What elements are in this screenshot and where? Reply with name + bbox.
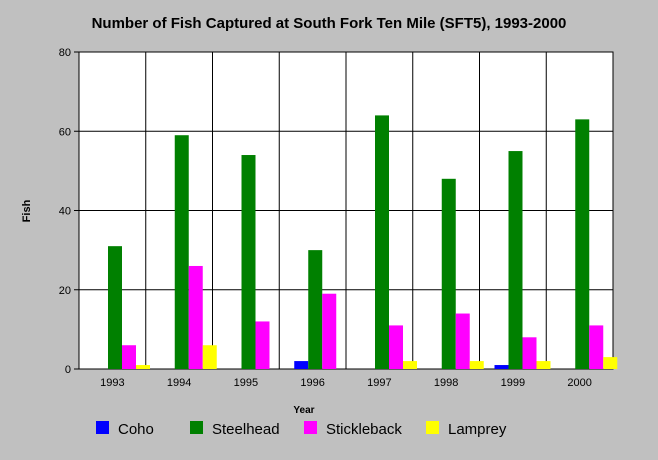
y-tick-label: 20 [59, 285, 71, 297]
legend-swatch-stickleback [304, 421, 317, 434]
legend-label-stickleback: Stickleback [326, 421, 402, 438]
legend-label-coho: Coho [118, 421, 154, 438]
x-axis-label: Year [293, 405, 314, 416]
bar-lamprey-2000 [603, 357, 618, 369]
bar-stickleback-1997 [389, 325, 403, 369]
bar-steelhead-1995 [241, 155, 256, 369]
bars [108, 115, 618, 370]
bar-steelhead-2000 [575, 119, 590, 369]
bar-steelhead-1999 [508, 151, 523, 369]
bar-steelhead-1994 [174, 135, 189, 369]
legend-label-steelhead: Steelhead [212, 421, 280, 438]
bar-stickleback-2000 [589, 325, 604, 369]
bar-steelhead-1996 [308, 250, 323, 369]
bar-lamprey-1993 [136, 365, 150, 369]
legend-swatch-coho [96, 421, 109, 434]
bar-lamprey-1999 [536, 361, 551, 369]
x-tick-label: 1993 [100, 377, 124, 389]
bar-coho-1996 [294, 361, 309, 369]
legend-swatch-steelhead [190, 421, 203, 434]
x-tick-label: 1997 [367, 377, 391, 389]
x-tick-label: 1994 [167, 377, 191, 389]
bar-steelhead-1993 [108, 246, 122, 369]
x-tick-label: 1996 [300, 377, 324, 389]
legend: Coho Steelhead Stickleback Lamprey [96, 421, 507, 438]
legend-swatch-lamprey [426, 421, 439, 434]
y-tick-label: 80 [59, 47, 71, 59]
y-tick-label: 60 [59, 126, 71, 138]
y-tick-label: 0 [65, 364, 71, 376]
bar-coho-1999 [494, 365, 509, 369]
bar-lamprey-1994 [202, 345, 217, 369]
bar-stickleback-1998 [455, 313, 470, 369]
bar-stickleback-1995 [255, 321, 270, 369]
x-tick-label: 2000 [567, 377, 591, 389]
axes: 0 20 40 60 80 1993 1994 1995 1996 1997 1998 1999 200… [59, 47, 592, 389]
x-tick-label: 1999 [501, 377, 525, 389]
bar-lamprey-1997 [403, 361, 417, 369]
bar-stickleback-1999 [522, 337, 537, 369]
bar-stickleback-1993 [122, 345, 136, 369]
bar-stickleback-1994 [188, 265, 203, 369]
chart-title: Number of Fish Captured at South Fork Te… [92, 15, 567, 32]
x-tick-label: 1998 [434, 377, 458, 389]
y-tick-label: 40 [59, 206, 71, 218]
x-tick-label: 1995 [234, 377, 258, 389]
bar-lamprey-1998 [469, 361, 484, 369]
y-axis-label: Fish [21, 199, 33, 222]
legend-label-lamprey: Lamprey [448, 421, 507, 438]
bar-steelhead-1998 [441, 178, 456, 369]
bar-stickleback-1996 [322, 293, 337, 369]
bar-steelhead-1997 [375, 115, 389, 370]
